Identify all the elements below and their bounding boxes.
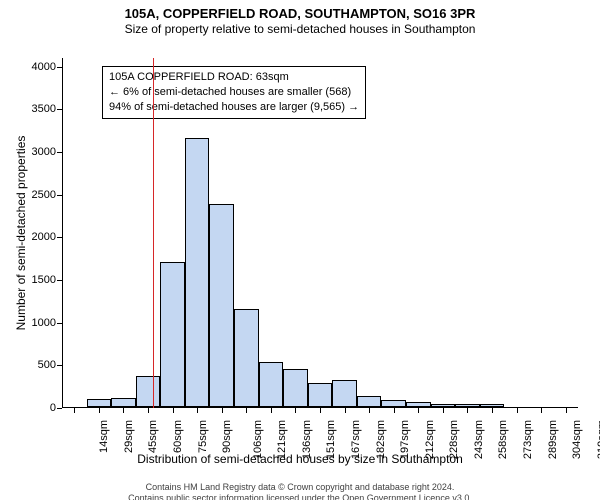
y-tick — [57, 408, 62, 409]
y-axis-label: Number of semi-detached properties — [14, 136, 28, 331]
x-tick — [197, 408, 198, 413]
histogram-bar — [308, 383, 333, 407]
y-tick — [57, 67, 62, 68]
x-tick — [443, 408, 444, 413]
y-tick — [57, 237, 62, 238]
y-tick-label: 500 — [38, 359, 56, 371]
histogram-bar — [357, 396, 382, 407]
y-tick — [57, 109, 62, 110]
histogram-bar — [136, 376, 161, 407]
x-tick — [492, 408, 493, 413]
x-tick — [222, 408, 223, 413]
y-tick-label: 1000 — [32, 317, 56, 329]
y-tick-label: 4000 — [32, 61, 56, 73]
histogram-bar — [111, 398, 136, 407]
histogram-bar — [480, 404, 505, 407]
y-tick-label: 3000 — [32, 146, 56, 158]
y-tick — [57, 152, 62, 153]
y-tick-label: 1500 — [32, 274, 56, 286]
x-tick-label: 75sqm — [197, 420, 209, 453]
x-tick — [418, 408, 419, 413]
y-tick-label: 2500 — [32, 189, 56, 201]
x-tick-label: 45sqm — [147, 420, 159, 453]
x-tick — [74, 408, 75, 413]
chart-container: 105A, COPPERFIELD ROAD, SOUTHAMPTON, SO1… — [0, 6, 600, 500]
histogram-bar — [332, 380, 357, 407]
x-tick — [173, 408, 174, 413]
y-tick-label: 0 — [50, 402, 56, 414]
x-tick — [295, 408, 296, 413]
x-tick-label: 29sqm — [123, 420, 135, 453]
y-tick — [57, 323, 62, 324]
x-tick — [566, 408, 567, 413]
subtitle: Size of property relative to semi-detach… — [0, 22, 600, 37]
histogram-bar — [381, 400, 406, 407]
x-tick — [467, 408, 468, 413]
y-tick — [57, 365, 62, 366]
y-tick-label: 3500 — [32, 103, 56, 115]
y-axis-line — [62, 58, 63, 408]
x-tick-label: 90sqm — [221, 420, 233, 453]
histogram-bar — [209, 204, 234, 407]
x-tick-label: 14sqm — [98, 420, 110, 453]
x-tick-label: 60sqm — [172, 420, 184, 453]
y-tick-label: 2000 — [32, 231, 56, 243]
x-tick — [345, 408, 346, 413]
x-tick — [369, 408, 370, 413]
annotation-line3: 94% of semi-detached houses are larger (… — [109, 100, 359, 115]
annotation-line2: ← 6% of semi-detached houses are smaller… — [109, 85, 359, 100]
histogram-bar — [455, 404, 480, 407]
x-tick — [271, 408, 272, 413]
annotation-box: 105A COPPERFIELD ROAD: 63sqm ← 6% of sem… — [102, 66, 366, 119]
y-tick — [57, 195, 62, 196]
histogram-bar — [259, 362, 284, 407]
x-axis-label: Distribution of semi-detached houses by … — [0, 452, 600, 466]
histogram-bar — [406, 402, 431, 407]
y-tick — [57, 280, 62, 281]
title-line1: 105A, COPPERFIELD ROAD, SOUTHAMPTON, SO1… — [0, 6, 600, 22]
footer: Contains HM Land Registry data © Crown c… — [0, 482, 600, 500]
histogram-bar — [87, 399, 112, 407]
histogram-bar — [431, 404, 456, 407]
plot-area: 105A COPPERFIELD ROAD: 63sqm ← 6% of sem… — [62, 58, 578, 408]
chart-title: 105A, COPPERFIELD ROAD, SOUTHAMPTON, SO1… — [0, 6, 600, 37]
x-tick — [541, 408, 542, 413]
histogram-bar — [160, 262, 185, 407]
x-tick — [148, 408, 149, 413]
x-tick — [99, 408, 100, 413]
reference-line — [153, 58, 154, 408]
x-tick — [123, 408, 124, 413]
histogram-bar — [283, 369, 308, 407]
x-tick — [320, 408, 321, 413]
histogram-bar — [234, 309, 259, 407]
footer-line1: Contains HM Land Registry data © Crown c… — [0, 482, 600, 493]
x-tick — [246, 408, 247, 413]
histogram-bar — [185, 138, 210, 407]
x-tick — [394, 408, 395, 413]
annotation-line1: 105A COPPERFIELD ROAD: 63sqm — [109, 70, 359, 85]
footer-line2: Contains public sector information licen… — [0, 493, 600, 500]
x-tick — [517, 408, 518, 413]
